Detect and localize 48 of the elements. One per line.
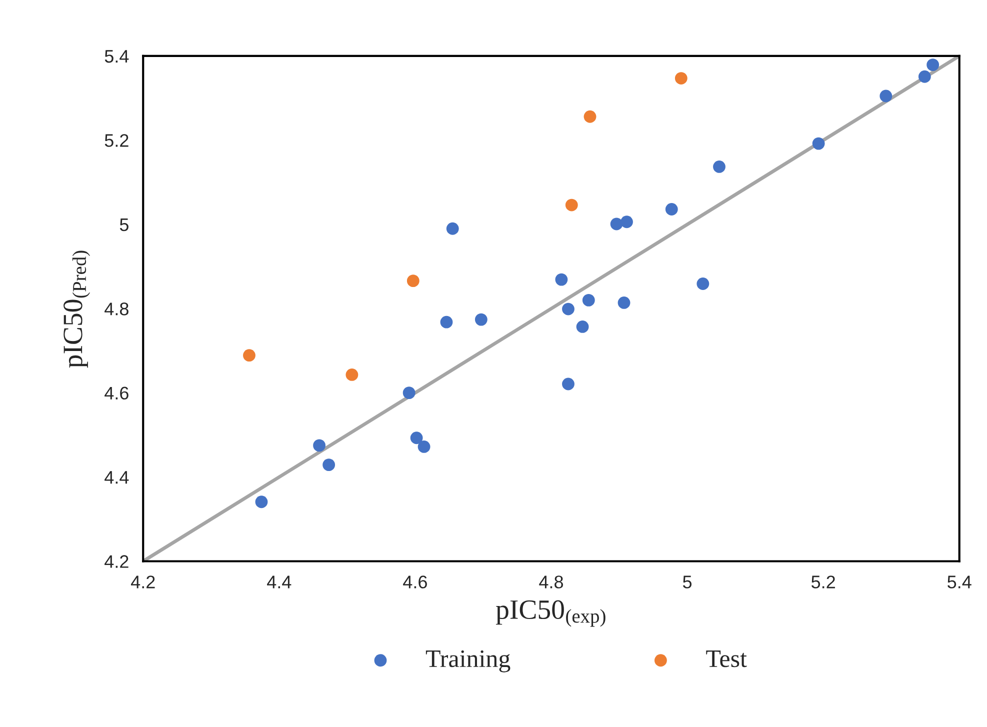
point	[243, 349, 256, 362]
y-tick-label: 4.6	[104, 386, 128, 400]
point	[713, 160, 726, 173]
legend-label: Training	[426, 650, 510, 672]
point	[618, 296, 630, 309]
point	[584, 110, 596, 123]
point	[696, 278, 710, 290]
x-axis-title: pIC50$_{(exp)}$	[496, 600, 606, 627]
point	[313, 439, 326, 452]
point	[918, 70, 931, 83]
point	[576, 320, 589, 333]
point	[562, 378, 574, 390]
x-tick-label: 5.2	[811, 576, 835, 588]
point	[674, 72, 688, 85]
y-tick-label: 5	[120, 218, 128, 232]
point	[665, 203, 678, 216]
point	[582, 294, 595, 306]
x-tick-label: 4.6	[403, 576, 427, 588]
y-tick-label: 4.8	[104, 302, 128, 316]
point	[440, 316, 453, 328]
point	[880, 90, 892, 102]
point	[402, 386, 416, 400]
point	[322, 458, 336, 472]
point	[255, 496, 268, 508]
point	[346, 368, 358, 381]
point	[620, 216, 633, 228]
y-tick-label: 4.4	[104, 471, 129, 484]
point	[926, 58, 940, 72]
x-tick-label: 4.8	[539, 576, 564, 588]
y-axis-title: pIC50$_{(Pred)}$	[64, 250, 90, 368]
point	[474, 313, 488, 326]
x-tick-label: 4.4	[267, 576, 292, 588]
y-tick-label: 5.2	[104, 134, 128, 147]
x-tick-label: 5.4	[948, 576, 972, 588]
point	[418, 440, 430, 453]
point	[406, 274, 420, 288]
point	[565, 198, 578, 212]
point	[555, 273, 568, 286]
x-tick-label: 5	[682, 576, 692, 588]
legend-label: Test	[706, 650, 747, 668]
y-tick-label: 5.4	[104, 50, 129, 63]
point	[812, 137, 825, 150]
point	[410, 432, 423, 444]
point	[562, 302, 574, 316]
point	[446, 222, 459, 235]
x-tick-label: 4.2	[130, 576, 155, 588]
point	[610, 218, 623, 230]
y-tick-label: 4.2	[104, 555, 128, 568]
